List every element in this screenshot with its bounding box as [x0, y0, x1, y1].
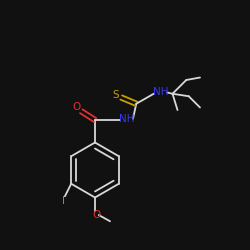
Text: NH: NH [119, 114, 135, 124]
Text: O: O [72, 102, 81, 112]
Text: O: O [92, 210, 100, 220]
Text: S: S [112, 90, 119, 100]
Text: NH: NH [153, 87, 168, 97]
Text: I: I [62, 196, 65, 206]
